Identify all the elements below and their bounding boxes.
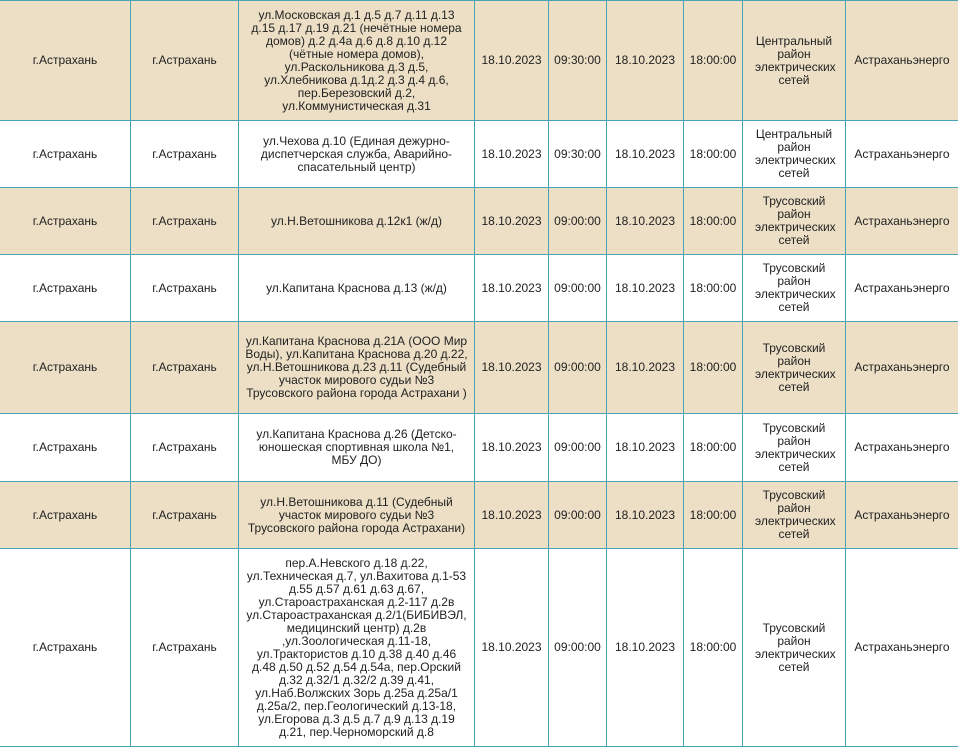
cell-region: г.Астрахань xyxy=(0,188,131,255)
cell-region: г.Астрахань xyxy=(0,482,131,549)
cell-district: Трусовский район электрических сетей xyxy=(743,188,846,255)
cell-district: Трусовский район электрических сетей xyxy=(743,549,846,747)
cell-company: Астраханьэнерго xyxy=(846,549,958,747)
cell-end-date: 18.10.2023 xyxy=(607,414,684,482)
cell-start-time: 09:30:00 xyxy=(549,121,607,188)
cell-address: ул.Капитана Краснова д.13 (ж/д) xyxy=(239,255,475,322)
cell-address: ул.Н.Ветошникова д.12к1 (ж/д) xyxy=(239,188,475,255)
cell-start-time: 09:00:00 xyxy=(549,255,607,322)
cell-start-date: 18.10.2023 xyxy=(475,322,549,414)
cell-city: г.Астрахань xyxy=(131,121,239,188)
cell-city: г.Астрахань xyxy=(131,188,239,255)
cell-city: г.Астрахань xyxy=(131,1,239,121)
cell-region: г.Астрахань xyxy=(0,255,131,322)
cell-start-date: 18.10.2023 xyxy=(475,549,549,747)
cell-district: Трусовский район электрических сетей xyxy=(743,255,846,322)
cell-start-date: 18.10.2023 xyxy=(475,121,549,188)
cell-region: г.Астрахань xyxy=(0,549,131,747)
cell-start-date: 18.10.2023 xyxy=(475,482,549,549)
cell-end-date: 18.10.2023 xyxy=(607,482,684,549)
cell-region: г.Астрахань xyxy=(0,414,131,482)
cell-end-time: 18:00:00 xyxy=(684,121,743,188)
cell-address: ул.Н.Ветошникова д.11 (Судебный участок … xyxy=(239,482,475,549)
cell-district: Трусовский район электрических сетей xyxy=(743,414,846,482)
cell-region: г.Астрахань xyxy=(0,121,131,188)
cell-start-time: 09:00:00 xyxy=(549,188,607,255)
cell-address: ул.Московская д.1 д.5 д.7 д.11 д.13 д.15… xyxy=(239,1,475,121)
cell-end-time: 18:00:00 xyxy=(684,188,743,255)
cell-city: г.Астрахань xyxy=(131,482,239,549)
cell-end-time: 18:00:00 xyxy=(684,255,743,322)
cell-end-date: 18.10.2023 xyxy=(607,322,684,414)
cell-address: пер.А.Невского д.18 д.22, ул.Техническая… xyxy=(239,549,475,747)
cell-company: Астраханьэнерго xyxy=(846,121,958,188)
cell-district: Центральный район электрических сетей xyxy=(743,1,846,121)
cell-district: Трусовский район электрических сетей xyxy=(743,482,846,549)
cell-end-date: 18.10.2023 xyxy=(607,1,684,121)
cell-end-time: 18:00:00 xyxy=(684,414,743,482)
cell-company: Астраханьэнерго xyxy=(846,188,958,255)
cell-end-date: 18.10.2023 xyxy=(607,121,684,188)
cell-company: Астраханьэнерго xyxy=(846,255,958,322)
cell-address: ул.Капитана Краснова д.21А (ООО Мир Воды… xyxy=(239,322,475,414)
cell-start-time: 09:00:00 xyxy=(549,322,607,414)
cell-region: г.Астрахань xyxy=(0,322,131,414)
cell-start-time: 09:00:00 xyxy=(549,414,607,482)
cell-city: г.Астрахань xyxy=(131,255,239,322)
cell-end-date: 18.10.2023 xyxy=(607,549,684,747)
cell-district: Центральный район электрических сетей xyxy=(743,121,846,188)
cell-city: г.Астрахань xyxy=(131,322,239,414)
cell-company: Астраханьэнерго xyxy=(846,414,958,482)
cell-end-time: 18:00:00 xyxy=(684,549,743,747)
cell-end-time: 18:00:00 xyxy=(684,1,743,121)
cell-end-time: 18:00:00 xyxy=(684,322,743,414)
cell-end-time: 18:00:00 xyxy=(684,482,743,549)
cell-district: Трусовский район электрических сетей xyxy=(743,322,846,414)
cell-end-date: 18.10.2023 xyxy=(607,188,684,255)
cell-start-time: 09:00:00 xyxy=(549,482,607,549)
cell-city: г.Астрахань xyxy=(131,549,239,747)
cell-city: г.Астрахань xyxy=(131,414,239,482)
cell-end-date: 18.10.2023 xyxy=(607,255,684,322)
cell-start-date: 18.10.2023 xyxy=(475,1,549,121)
cell-start-date: 18.10.2023 xyxy=(475,414,549,482)
cell-start-date: 18.10.2023 xyxy=(475,255,549,322)
cell-company: Астраханьэнерго xyxy=(846,1,958,121)
cell-start-date: 18.10.2023 xyxy=(475,188,549,255)
cell-address: ул.Чехова д.10 (Единая дежурно-диспетчер… xyxy=(239,121,475,188)
cell-region: г.Астрахань xyxy=(0,1,131,121)
cell-company: Астраханьэнерго xyxy=(846,322,958,414)
cell-address: ул.Капитана Краснова д.26 (Детско-юношес… xyxy=(239,414,475,482)
cell-company: Астраханьэнерго xyxy=(846,482,958,549)
cell-start-time: 09:30:00 xyxy=(549,1,607,121)
cell-start-time: 09:00:00 xyxy=(549,549,607,747)
